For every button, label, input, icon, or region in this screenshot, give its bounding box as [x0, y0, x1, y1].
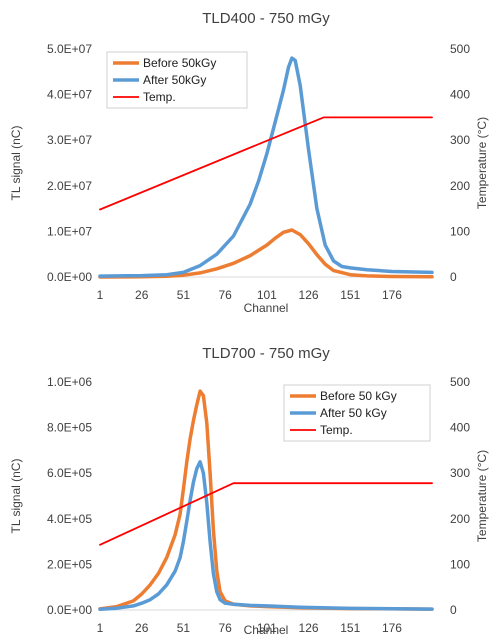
legend-label-1: After 50kGy	[143, 73, 206, 87]
y-tick-label: 8.0E+05	[47, 421, 92, 435]
y-tick-label: 6.0E+05	[47, 466, 92, 480]
x-tick-label: 1	[97, 288, 104, 302]
x-tick-label: 51	[177, 288, 191, 302]
y-tick-label: 2.0E+05	[47, 557, 92, 571]
y2-tick-label: 300	[450, 133, 470, 147]
x-tick-label: 151	[340, 621, 360, 635]
legend-label-0: Before 50 kGy	[320, 389, 397, 403]
y-tick-label: 4.0E+05	[47, 512, 92, 526]
series-line-2	[99, 116, 433, 211]
x-tick-label: 51	[177, 621, 191, 635]
x-tick-label: 176	[382, 288, 402, 302]
x-tick-label: 101	[257, 288, 277, 302]
y-axis-label: TL signal (nC)	[9, 126, 23, 201]
y-tick-label: 4.0E+07	[47, 88, 92, 102]
y2-tick-label: 100	[450, 557, 470, 571]
y2-tick-label: 200	[450, 512, 470, 526]
chart-title: TLD400 - 750 mGy	[202, 10, 330, 27]
x-axis-label: Channel	[244, 301, 289, 315]
series-line-1	[98, 56, 434, 278]
x-tick-label: 76	[218, 288, 232, 302]
chart-tld400: TLD400 - 750 mGy 0.0E+00 1.0E+07 2.0E+07 3.0…	[9, 10, 489, 315]
x-tick-label: 1	[97, 621, 104, 635]
legend-label-0: Before 50kGy	[143, 56, 216, 70]
series-line-0	[98, 228, 434, 279]
y-tick-label: 3.0E+07	[47, 133, 92, 147]
x-tick-label: 76	[218, 621, 232, 635]
x-tick-label: 126	[299, 621, 319, 635]
x-tick-label: 26	[135, 288, 149, 302]
y-tick-label: 0.0E+00	[47, 270, 92, 284]
y2-tick-label: 100	[450, 224, 470, 238]
y2-tick-label: 500	[450, 42, 470, 56]
y-tick-label: 1.0E+07	[47, 224, 92, 238]
y-tick-label: 1.0E+06	[47, 375, 92, 389]
y-axis-label: TL signal (nC)	[9, 459, 23, 534]
x-tick-label: 26	[135, 621, 149, 635]
chart-title: TLD700 - 750 mGy	[202, 345, 330, 362]
chart-tld700: TLD700 - 750 mGy 0.0E+00 2.0E+05 4.0E+05 6.0…	[9, 345, 489, 637]
series-line-1	[98, 460, 434, 612]
y2-tick-label: 0	[450, 603, 457, 617]
y-tick-label: 5.0E+07	[47, 42, 92, 56]
legend-label-2: Temp.	[143, 90, 176, 104]
x-tick-label: 101	[257, 621, 277, 635]
y2-tick-label: 500	[450, 375, 470, 389]
y-tick-label: 2.0E+07	[47, 179, 92, 193]
y2-tick-label: 0	[450, 270, 457, 284]
y2-tick-label: 400	[450, 88, 470, 102]
x-tick-label: 176	[382, 621, 402, 635]
x-axis-label: Channel	[244, 623, 289, 637]
y2-axis-label: Temperature (°C)	[475, 117, 489, 209]
y2-axis-label: Temperature (°C)	[475, 450, 489, 542]
x-tick-label: 126	[299, 288, 319, 302]
x-tick-label: 151	[340, 288, 360, 302]
y2-tick-label: 400	[450, 421, 470, 435]
legend-label-1: After 50 kGy	[320, 406, 387, 420]
y-tick-label: 0.0E+00	[47, 603, 92, 617]
series-line-2	[99, 482, 433, 546]
legend-label-2: Temp.	[320, 423, 353, 437]
y2-tick-label: 300	[450, 466, 470, 480]
y2-tick-label: 200	[450, 179, 470, 193]
